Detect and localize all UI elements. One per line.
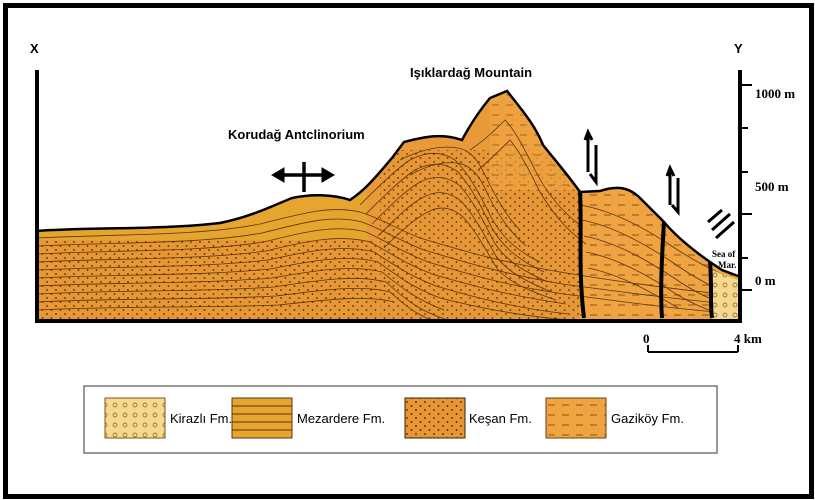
sea-label-2: Mar. (718, 260, 736, 270)
section-end-y: Y (734, 41, 743, 56)
sea-label-1: Sea of (712, 249, 736, 259)
scale-end: 4 km (734, 331, 762, 346)
section-end-x: X (30, 41, 39, 56)
elev-0: 0 m (755, 273, 776, 288)
legend-swatch-kesan (404, 397, 466, 439)
legend-box (83, 385, 718, 454)
legend-label-kesan: Keşan Fm. (469, 411, 532, 426)
anticline-symbol (271, 162, 335, 192)
elev-1000: 1000 m (755, 86, 795, 101)
fault-arrows (583, 128, 735, 240)
elev-500: 500 m (755, 179, 789, 194)
legend-label-gazikoy: Gaziköy Fm. (611, 411, 684, 426)
anticline-label: Korudağ Antclinorium (228, 127, 365, 142)
faults (578, 191, 714, 319)
legend-swatch-kirazli (104, 397, 166, 439)
strata-lines (37, 119, 738, 320)
mountain-label: Işıklardağ Mountain (410, 65, 532, 80)
kirazli-zone (712, 270, 738, 320)
scale-start: 0 (643, 331, 650, 346)
distance-scale-bar (647, 345, 739, 353)
legend-swatch-gazikoy (545, 397, 607, 439)
legend-swatch-mezardere (231, 397, 293, 439)
elevation-ticks (740, 84, 752, 291)
legend-label-mezardere: Mezardere Fm. (297, 411, 385, 426)
legend-label-kirazli: Kirazlı Fm. (170, 411, 232, 426)
topographic-profile (36, 89, 739, 278)
